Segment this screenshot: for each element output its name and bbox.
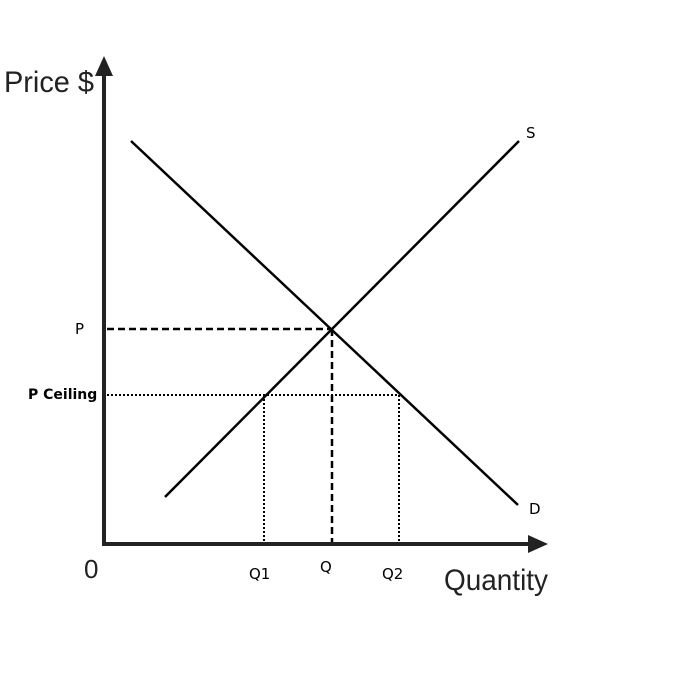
y-axis-arrowhead <box>95 56 113 76</box>
origin-label: 0 <box>84 554 98 584</box>
y-axis-title: Price $ <box>4 66 94 99</box>
supply-curve <box>164 140 520 498</box>
x-axis-arrowhead <box>528 535 548 553</box>
q-label: Q <box>320 558 332 576</box>
demand-label: D <box>529 500 541 518</box>
demand-curve <box>130 140 519 506</box>
equilibrium-price-label: P <box>75 320 84 338</box>
supply-label: S <box>526 124 536 142</box>
q1-label: Q1 <box>249 565 270 583</box>
q2-label: Q2 <box>382 565 403 583</box>
price-ceiling-label: P Ceiling <box>28 387 97 403</box>
x-axis-title: Quantity <box>444 564 548 597</box>
